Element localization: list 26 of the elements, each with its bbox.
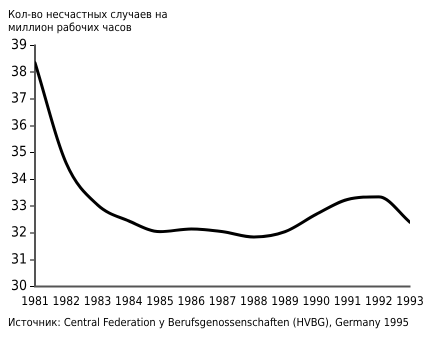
y-tick-label: 36: [10, 117, 28, 134]
x-tick-label: 1991: [334, 294, 362, 308]
x-tick-label: 1992: [365, 294, 392, 308]
y-tick-label: 34: [10, 171, 28, 188]
y-axis-title: Кол-во несчастных случаев на миллион рабочих часов: [8, 8, 169, 34]
y-tick-label: 37: [10, 90, 28, 107]
x-tick-label: 1990: [302, 294, 330, 308]
y-tick-label: 30: [10, 278, 28, 294]
text: Источник: Central Federation y Berufsgenossenschaften (HVBG), Germany 1995: [8, 316, 410, 329]
x-tick-label: 1981: [21, 294, 49, 308]
x-tick-label: 1984: [115, 294, 143, 308]
x-tick-label: 1985: [146, 294, 174, 308]
y-tick-label: 33: [10, 198, 28, 214]
x-tick-label: 1982: [52, 294, 80, 308]
y-tick-label: 31: [10, 251, 28, 268]
x-tick-label: 1983: [84, 294, 112, 308]
y-tick-label: 32: [10, 224, 28, 241]
y-tick-label: 38: [10, 64, 28, 80]
x-tick-label: 1989: [271, 294, 299, 308]
x-tick-label: 1986: [178, 294, 206, 308]
line-series: [35, 61, 410, 239]
x-tick-label: 1987: [208, 294, 236, 308]
y-tick-label: 39: [10, 37, 28, 54]
y-tick-label: 35: [10, 144, 28, 160]
x-tick-label: 1988: [240, 294, 268, 308]
x-tick-label: 1993: [396, 294, 424, 308]
